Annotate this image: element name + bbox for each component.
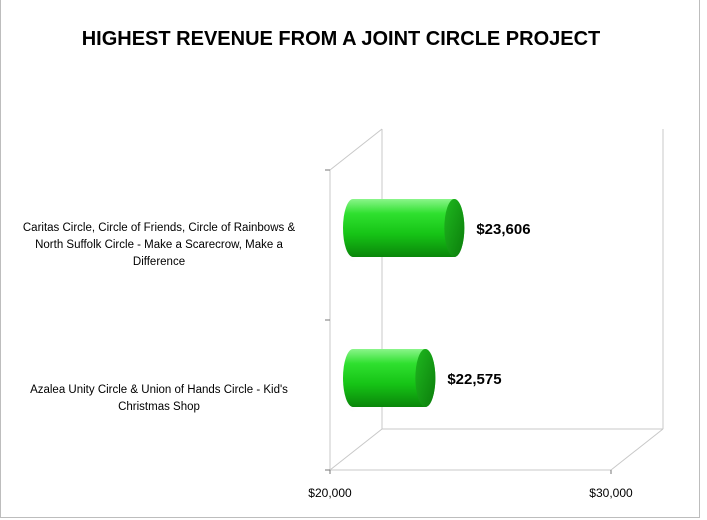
x-tick-label-0: $20,000 bbox=[308, 486, 352, 500]
category-label-1: Azalea Unity Circle & Union of Hands Cir… bbox=[30, 384, 288, 413]
axis-floor-left bbox=[329, 428, 383, 471]
bar-0 bbox=[341, 199, 465, 264]
data-label-1: $22,575 bbox=[447, 371, 501, 388]
axis-floor-right bbox=[610, 428, 664, 471]
axis-back-edge-top bbox=[329, 128, 383, 171]
data-label-0: $23,606 bbox=[476, 221, 530, 238]
chart-title: HIGHEST REVENUE FROM A JOINT CIRCLE PROJ… bbox=[81, 28, 601, 50]
x-tick-label-1: $30,000 bbox=[589, 486, 633, 500]
bar-cap-1 bbox=[415, 349, 436, 407]
bar-body-1 bbox=[343, 349, 436, 407]
bar-1 bbox=[341, 349, 436, 414]
category-label-0: Caritas Circle, Circle of Friends, Circl… bbox=[22, 222, 296, 268]
bar-body-0 bbox=[343, 199, 465, 257]
bar-cap-0 bbox=[444, 199, 465, 257]
